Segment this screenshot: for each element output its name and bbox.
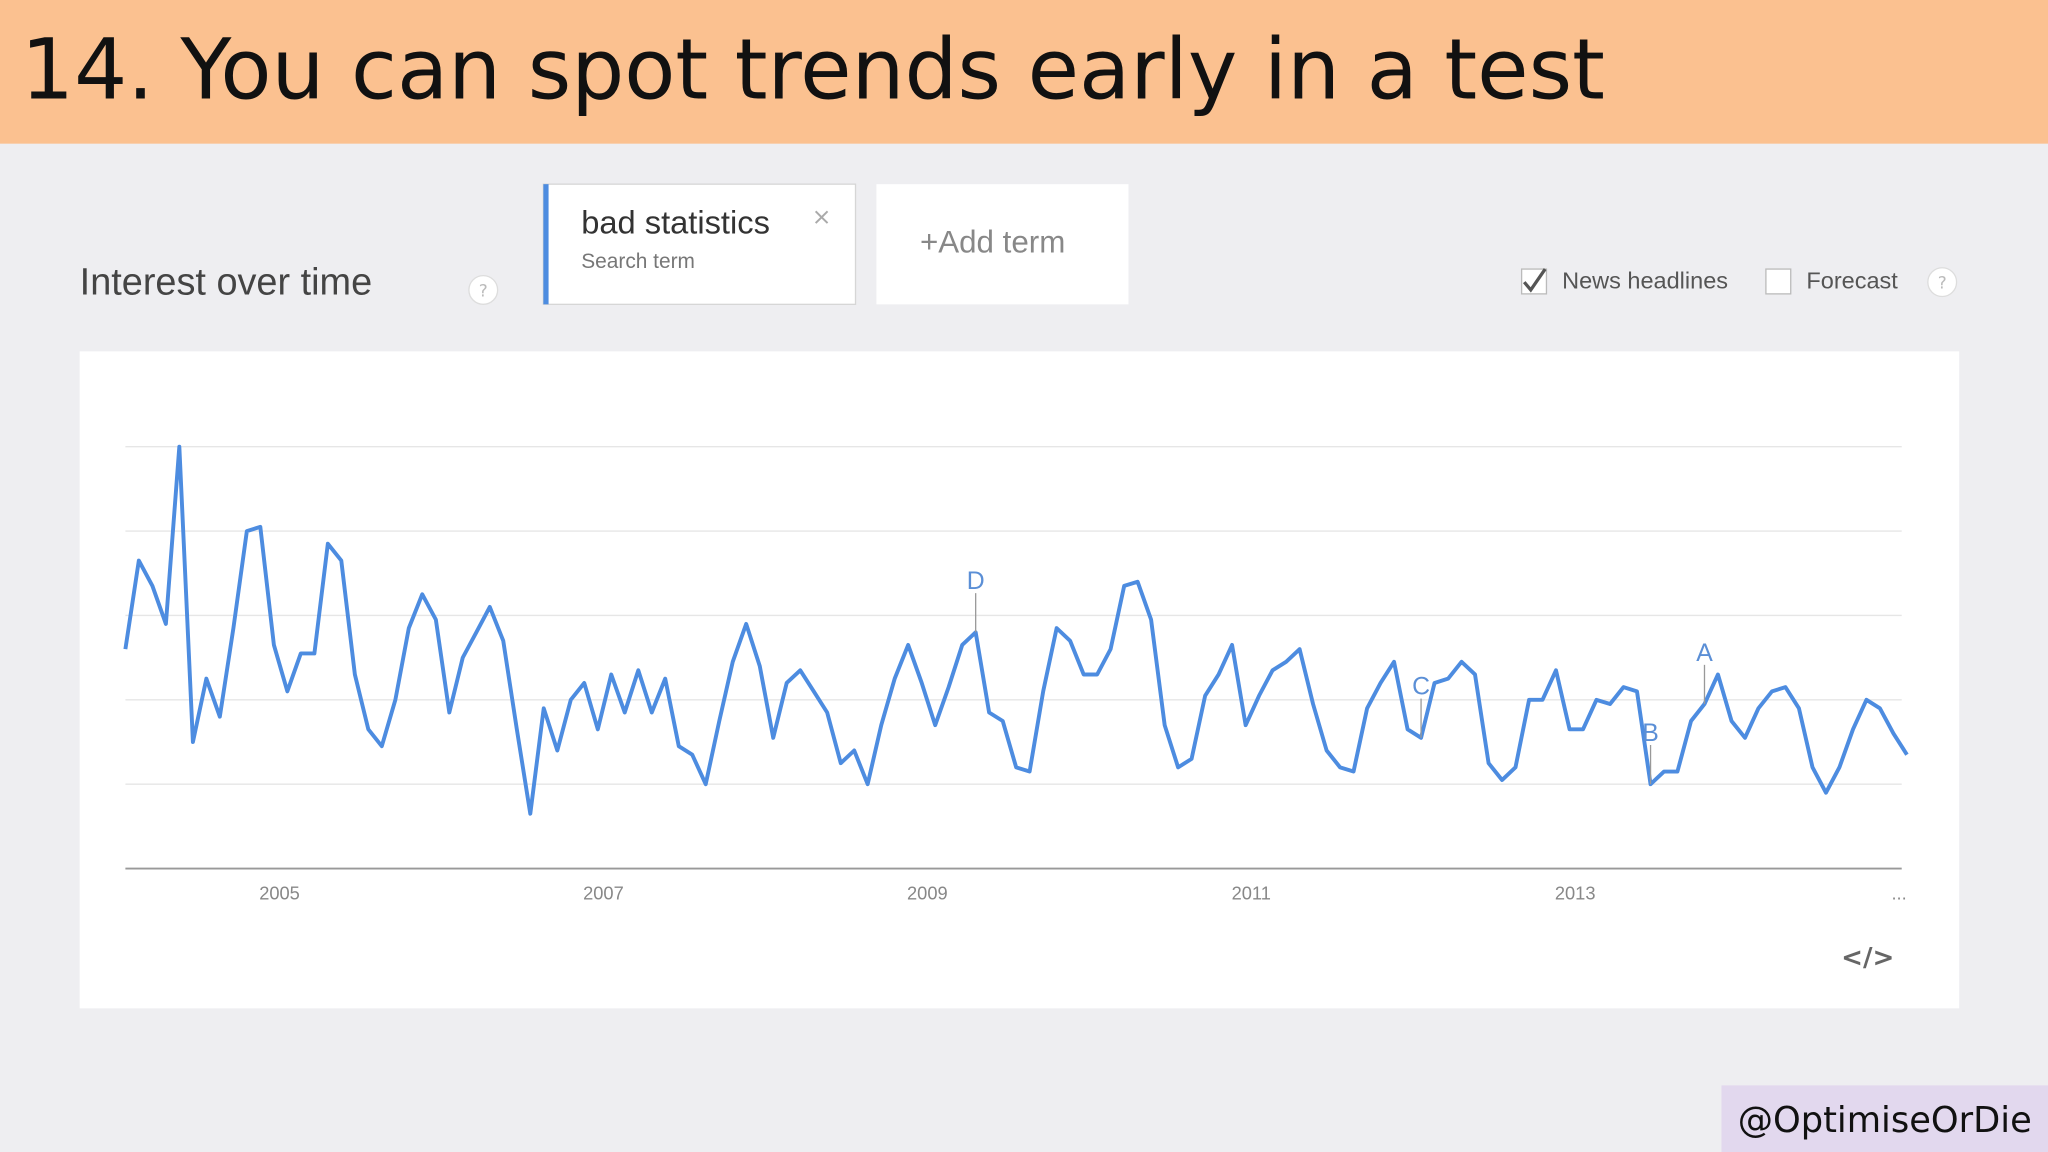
- help-text: ?: [479, 281, 488, 301]
- x-tick-label: 2005: [259, 883, 300, 904]
- annotation-label: C: [1412, 674, 1430, 701]
- annotation-label: A: [1696, 640, 1713, 667]
- help-icon[interactable]: [1927, 267, 1958, 298]
- options: News headlines Forecast?: [1520, 267, 1958, 298]
- term: bad statistics: [581, 203, 770, 240]
- option-label: News headlines: [1562, 267, 1728, 293]
- annotation-label: D: [967, 568, 985, 595]
- term-caption: Search term: [581, 250, 695, 273]
- add-term: +Add term: [920, 225, 1065, 260]
- option-label: Forecast: [1806, 267, 1898, 293]
- add-term-box[interactable]: [876, 184, 1129, 305]
- help-text: ?: [1938, 273, 1947, 293]
- search-term-box[interactable]: [542, 183, 857, 305]
- panel-title: Interest over time: [80, 262, 372, 304]
- help-icon[interactable]: [468, 274, 499, 305]
- x-tick-label: 2007: [583, 883, 624, 904]
- x-tick-label: ...: [1891, 883, 1906, 904]
- x-tick-label: 2013: [1555, 883, 1596, 904]
- plot: 2005 2007 2009 2011 2013 ... D C B A: [123, 444, 1909, 904]
- x-tick-label: 2011: [1232, 883, 1271, 904]
- term-color: [543, 184, 549, 305]
- chart-panel: [79, 351, 1960, 1009]
- footer-box: [1721, 1085, 2048, 1152]
- embed-icon[interactable]: </>: [1841, 943, 1894, 973]
- footer-handle: @OptimiseOrDie: [1738, 1100, 2032, 1141]
- slide-title: 14. You can spot trends early in a test: [21, 21, 1605, 119]
- checkbox[interactable]: [1765, 268, 1792, 295]
- annotation-label: B: [1642, 720, 1659, 747]
- remove-term[interactable]: ×: [812, 203, 832, 231]
- trend-line: [123, 444, 1909, 816]
- checkmark: [1522, 268, 1547, 293]
- header-band: [0, 0, 2048, 144]
- x-tick-label: 2009: [907, 883, 948, 904]
